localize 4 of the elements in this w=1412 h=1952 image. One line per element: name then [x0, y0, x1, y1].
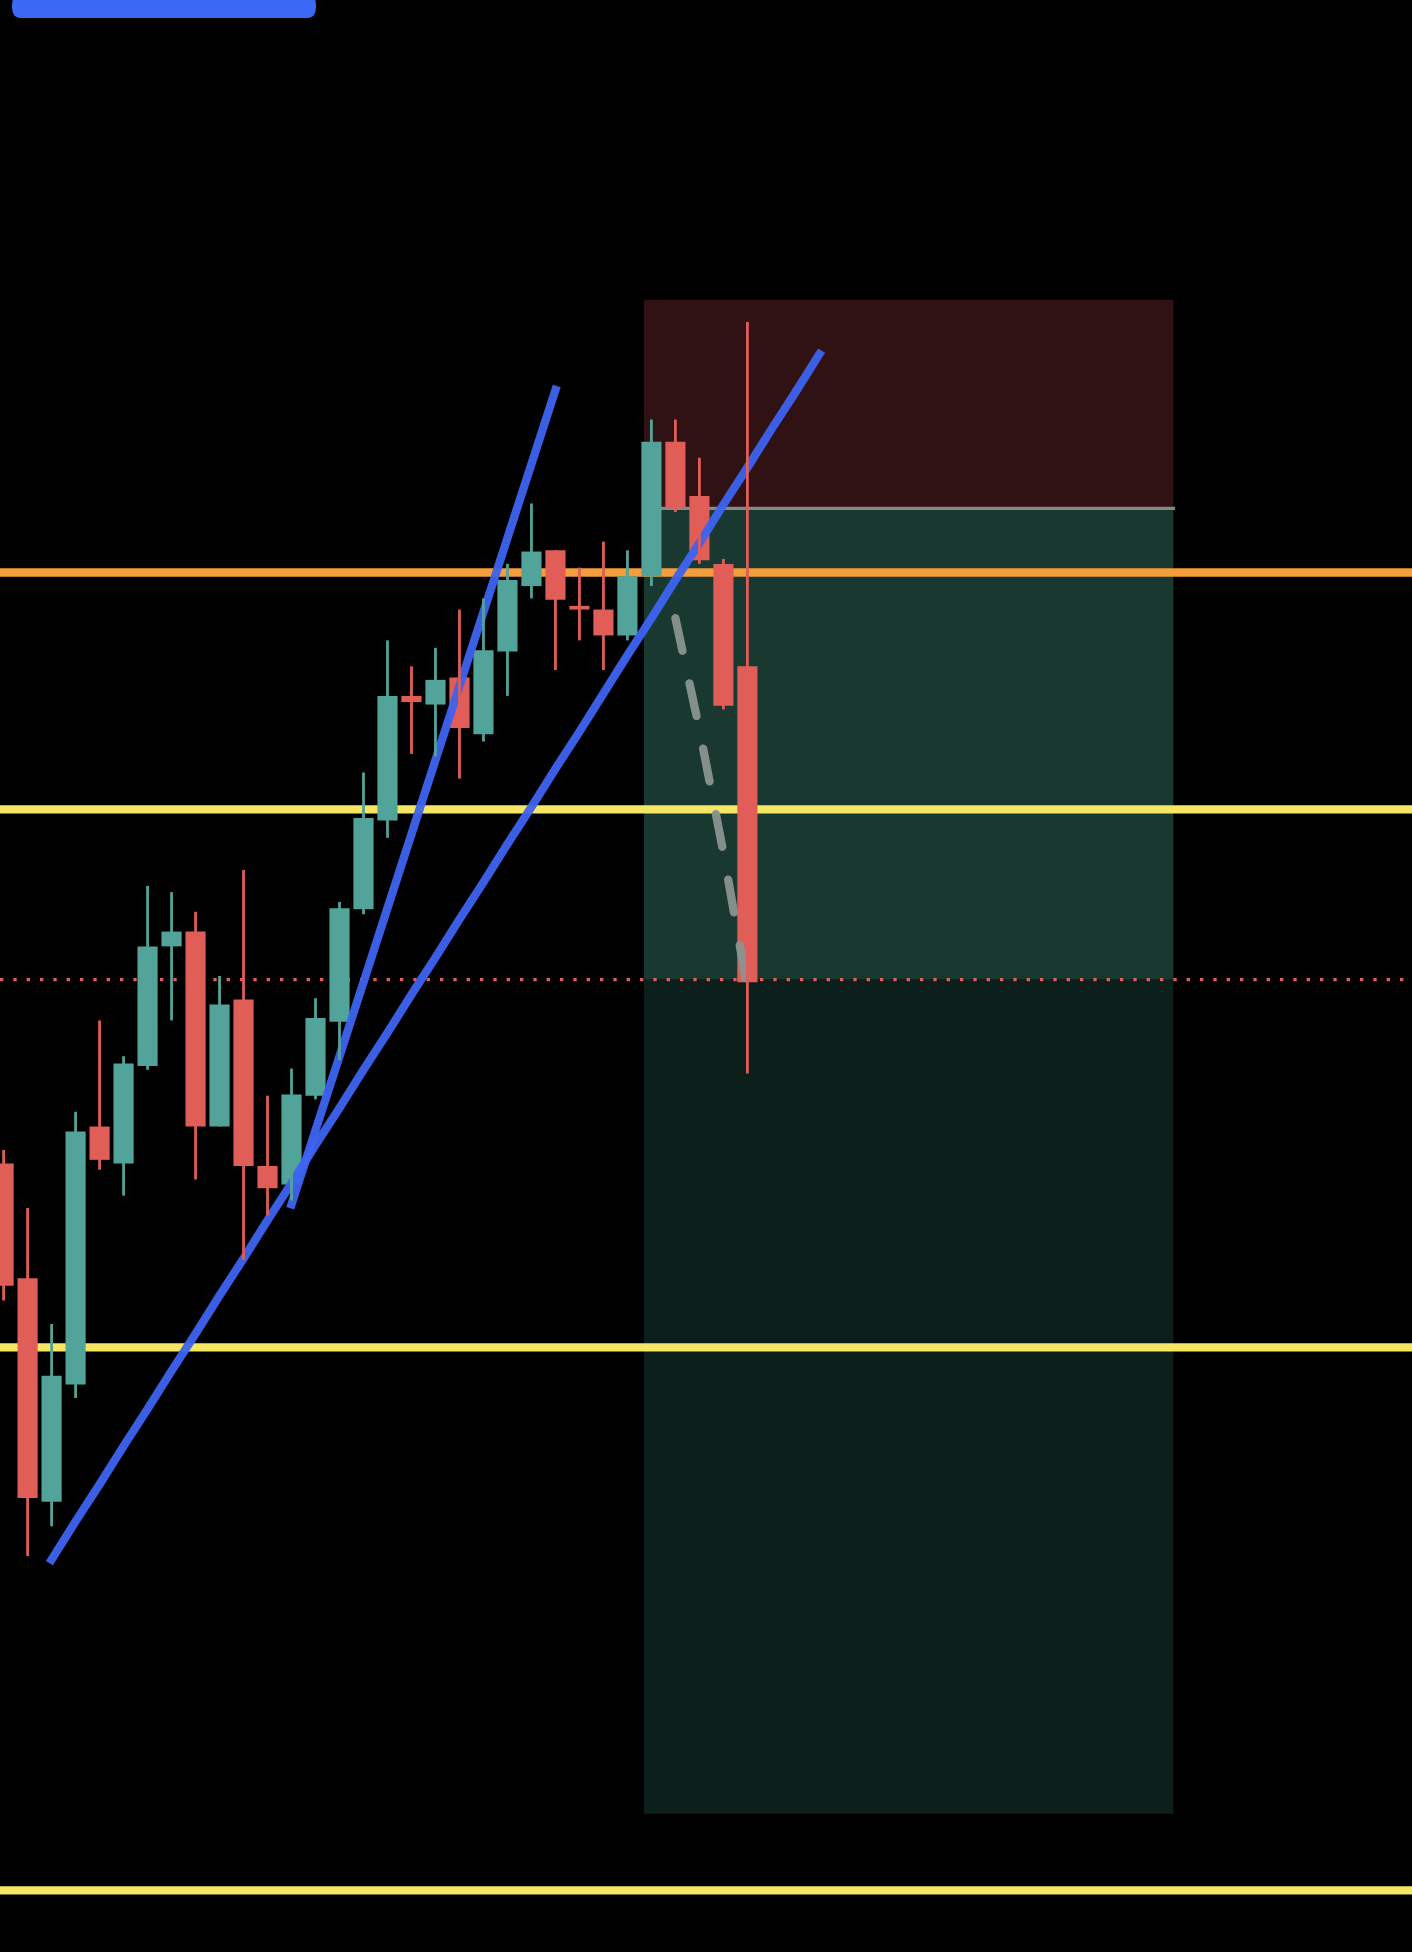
candlestick: [569, 566, 590, 642]
candlestick: [545, 548, 566, 672]
candlestick: [209, 974, 230, 1128]
candlestick: [425, 646, 446, 758]
